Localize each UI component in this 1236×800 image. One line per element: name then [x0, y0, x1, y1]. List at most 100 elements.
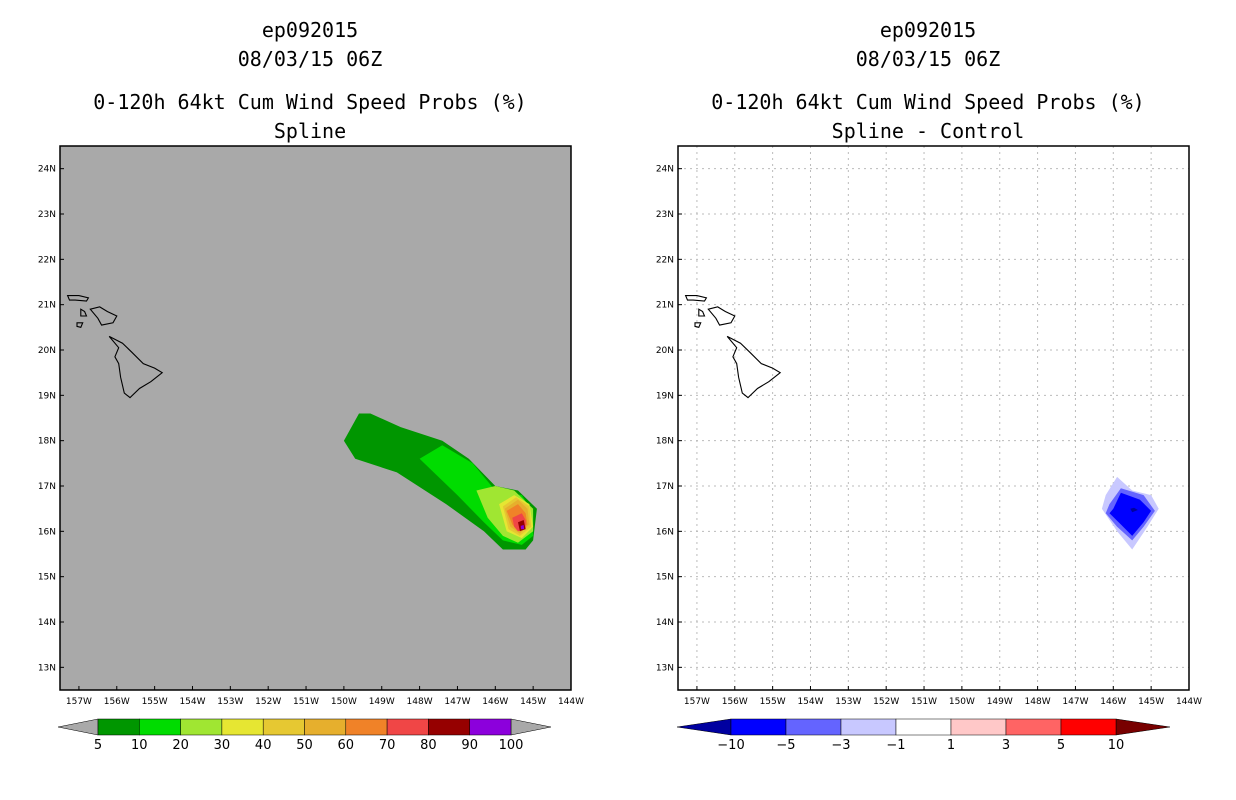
y-tick-label: 23N — [656, 210, 674, 220]
x-tick-label: 152W — [873, 697, 899, 707]
colorbar-swatch — [386, 718, 429, 736]
x-tick-label: 149W — [369, 697, 395, 707]
hawaii-coastline — [684, 295, 782, 399]
y-tick-label: 16N — [38, 527, 56, 537]
x-tick-label: 155W — [760, 697, 786, 707]
storm-id: ep092015 — [880, 18, 976, 42]
x-tick-label: 156W — [104, 697, 130, 707]
colorbar-end-low — [676, 718, 732, 736]
y-tick-label: 19N — [38, 391, 56, 401]
storm-id: ep092015 — [262, 18, 358, 42]
x-tick-label: 157W — [66, 697, 92, 707]
island-outline — [684, 295, 708, 302]
contour-level-neg5 — [1109, 492, 1152, 536]
x-tick-label: 155W — [142, 697, 168, 707]
colorbar-label: 100 — [499, 738, 524, 753]
y-tick-label: 14N — [656, 618, 674, 628]
map-frame — [59, 145, 572, 691]
y-tick-label: 17N — [38, 482, 56, 492]
x-tick-label: 149W — [987, 697, 1013, 707]
island-outline — [66, 295, 90, 302]
x-tick-label: 151W — [293, 697, 319, 707]
island-outline — [89, 306, 118, 326]
y-tick-label: 20N — [38, 346, 56, 356]
datetime: 08/03/15 06Z — [856, 47, 1001, 71]
x-tick-label: 153W — [835, 697, 861, 707]
colorbar-end-low — [57, 718, 99, 736]
colorbar-label: 80 — [420, 738, 437, 753]
y-tick-label: 21N — [38, 301, 56, 311]
colorbar-swatch — [895, 718, 952, 736]
y-tick-label: 23N — [38, 210, 56, 220]
colorbar-label: 10 — [1108, 738, 1125, 753]
y-tick-label: 15N — [656, 573, 674, 583]
y-tick-label: 16N — [656, 527, 674, 537]
y-tick-label: 19N — [656, 391, 674, 401]
x-tick-label: 147W — [444, 697, 470, 707]
panel-spline: ep092015 08/03/15 06Z 0-120h 64kt Cum Wi… — [38, 18, 584, 753]
y-tick-label: 24N — [656, 165, 674, 175]
x-tick-label: 145W — [520, 697, 546, 707]
island-outline — [707, 306, 736, 326]
island-outline — [698, 308, 706, 317]
colorbar-label: −3 — [831, 738, 850, 753]
colorbar-label: 40 — [255, 738, 272, 753]
colorbar-label: 3 — [1002, 738, 1010, 753]
map-background — [678, 146, 1189, 690]
colorbar: −10 −5 −3 −1 1 3 5 10 — [676, 718, 1171, 753]
x-tick-label: 151W — [911, 697, 937, 707]
y-tick-label: 21N — [656, 301, 674, 311]
chart-title: 0-120h 64kt Cum Wind Speed Probs (%) — [711, 90, 1144, 114]
contour-level-90 — [520, 525, 525, 530]
chart-title: 0-120h 64kt Cum Wind Speed Probs (%) — [93, 90, 526, 114]
x-tick-label: 148W — [1025, 697, 1051, 707]
colorbar-swatch — [139, 718, 181, 736]
x-tick-label: 146W — [1100, 697, 1126, 707]
colorbar-swatch — [180, 718, 223, 736]
island-outline — [80, 308, 88, 317]
colorbar-label: −10 — [717, 738, 744, 753]
x-tick-label: 150W — [331, 697, 357, 707]
colorbar-label: −1 — [886, 738, 905, 753]
colorbar-label: 5 — [1057, 738, 1065, 753]
x-tick-label: 156W — [722, 697, 748, 707]
colorbar-swatch — [840, 718, 897, 736]
y-tick-label: 20N — [656, 346, 674, 356]
y-tick-label: 18N — [656, 437, 674, 447]
datetime: 08/03/15 06Z — [238, 47, 383, 71]
y-axis-ticks: 13N 14N 15N 16N 17N 18N 19N 20N 21N 22N 23N 24N — [656, 165, 682, 673]
x-tick-label: 148W — [407, 697, 433, 707]
colorbar-label: 20 — [172, 738, 189, 753]
colorbar-swatch — [97, 718, 140, 736]
x-axis-ticks: 157W 156W 155W 154W 153W 152W 151W 150W 149W 148W… — [684, 686, 1202, 707]
island-outline — [108, 335, 164, 399]
panel-spline-minus-control: ep092015 08/03/15 06Z 0-120h 64kt Cum Wi… — [656, 18, 1202, 753]
colorbar-swatch — [345, 718, 388, 736]
y-tick-label: 24N — [38, 165, 56, 175]
colorbar-label: 90 — [461, 738, 478, 753]
chart-subtitle: Spline — [274, 119, 346, 143]
y-axis-ticks: 13N 14N 15N 16N 17N 18N 19N 20N 21N 22N 23N 24N — [38, 165, 64, 673]
colorbar-swatch — [730, 718, 787, 736]
y-tick-label: 13N — [38, 663, 56, 673]
colorbar-label: 30 — [214, 738, 231, 753]
y-tick-label: 18N — [38, 437, 56, 447]
y-tick-label: 17N — [656, 482, 674, 492]
colorbar-swatch — [428, 718, 470, 736]
y-tick-label: 14N — [38, 618, 56, 628]
colorbar-label: 70 — [379, 738, 396, 753]
island-outline — [694, 322, 702, 328]
colorbar-swatch — [785, 718, 842, 736]
probability-contours — [343, 413, 537, 550]
x-tick-label: 144W — [1176, 697, 1202, 707]
map-frame — [677, 145, 1190, 691]
colorbar-label: −5 — [776, 738, 795, 753]
x-tick-label: 145W — [1138, 697, 1164, 707]
difference-contours — [1101, 476, 1159, 550]
colorbar-swatch — [950, 718, 1007, 736]
x-tick-label: 147W — [1062, 697, 1088, 707]
y-tick-label: 22N — [38, 255, 56, 265]
island-outline — [726, 335, 782, 399]
x-tick-label: 144W — [558, 697, 584, 707]
